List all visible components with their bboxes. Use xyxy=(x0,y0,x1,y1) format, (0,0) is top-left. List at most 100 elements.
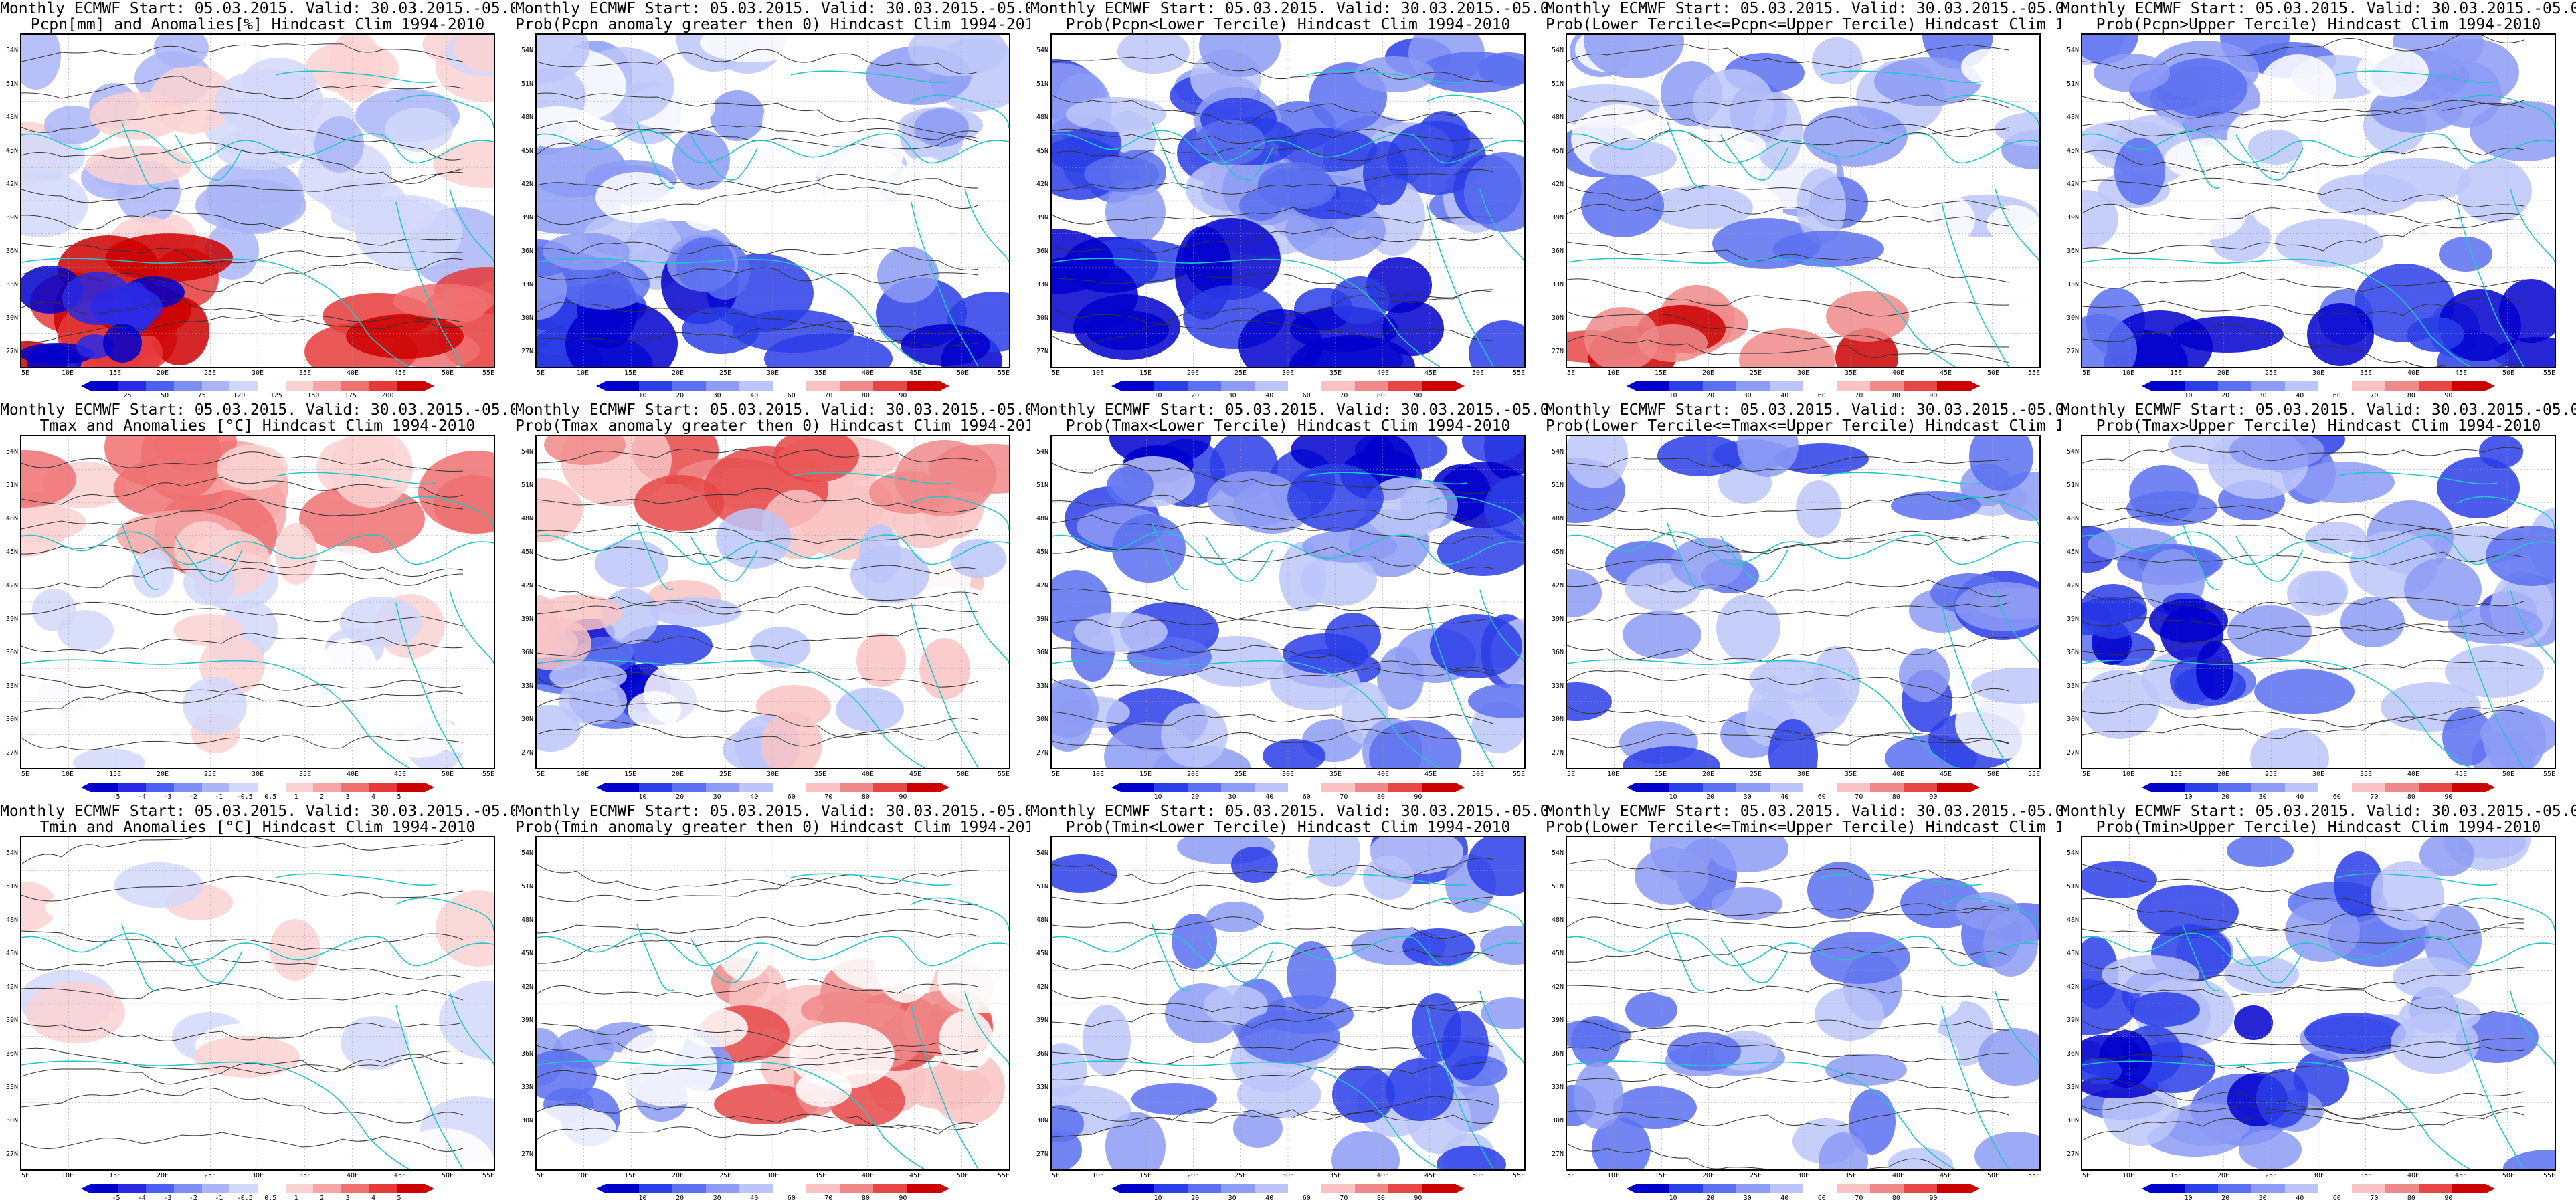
colorbar-ticks: -5 -4 -3 -2 -1 -0.5 0.5 1 2 3 4 5 xyxy=(90,1195,425,1203)
colorbar-tick-label: 4 xyxy=(371,1195,376,1202)
latitude-label: 42N xyxy=(1551,181,1564,188)
latitude-label: 27N xyxy=(1036,749,1048,757)
latitude-label: 33N xyxy=(2066,682,2079,690)
latitude-label: 27N xyxy=(5,749,18,757)
colorbar-segment xyxy=(1288,783,1322,792)
colorbar-segment xyxy=(397,783,426,792)
longitude-label: 10E xyxy=(2122,771,2135,778)
colorbar-segment xyxy=(639,783,673,792)
colorbar-arrow-low xyxy=(1627,381,1636,391)
shaded-region xyxy=(1231,847,1278,883)
latitude-label: 36N xyxy=(521,247,533,255)
shaded-region xyxy=(1478,52,1524,86)
contour-line xyxy=(2082,617,2524,637)
contour-line xyxy=(2082,502,2524,542)
longitude-axis: 5E 10E 15E 20E 25E 30E 35E 40E 45E 50E 55E xyxy=(20,1172,495,1181)
colorbar-segment xyxy=(313,381,342,391)
contour-line xyxy=(1052,1000,1494,1029)
colorbar xyxy=(1111,1184,1465,1193)
shaded-region xyxy=(270,919,320,981)
longitude-label: 35E xyxy=(298,1172,312,1179)
shaded-region xyxy=(1737,436,1799,477)
colorbar-arrow-low xyxy=(1627,1184,1636,1193)
longitude-label: 45E xyxy=(393,1172,407,1179)
longitude-label: 50E xyxy=(1987,1172,2000,1179)
colorbar-segment xyxy=(146,381,175,391)
coastline xyxy=(911,496,1009,530)
shaded-region xyxy=(1105,181,1166,243)
longitude-label: 10E xyxy=(576,1172,589,1179)
map-panel: Monthly ECMWF Start: 05.03.2015. Valid: … xyxy=(1030,803,1546,1204)
colorbar-tick-label: 30 xyxy=(2258,793,2267,801)
longitude-label: 20E xyxy=(1186,771,1200,778)
longitude-label: 25E xyxy=(203,369,217,377)
latitude-label: 54N xyxy=(521,849,533,857)
coastline xyxy=(21,932,494,967)
latitude-label: 42N xyxy=(5,582,18,589)
colorbar-tick-label: 30 xyxy=(1743,1195,1752,1202)
colorbar-segment xyxy=(1288,381,1322,391)
colorbar-tick-label: 60 xyxy=(1302,793,1311,801)
coastline xyxy=(1720,134,1788,181)
coastlines xyxy=(21,472,494,768)
colorbar-tick-label: 80 xyxy=(861,793,870,801)
colorbar-arrow-low xyxy=(596,1184,606,1193)
shaded-region xyxy=(1584,307,1659,367)
map-svg xyxy=(21,436,494,768)
shaded-region xyxy=(183,677,247,734)
colorbar-segment xyxy=(397,1184,426,1193)
longitude-label: 30E xyxy=(766,369,779,377)
colorbar xyxy=(2142,381,2495,391)
contour-lines xyxy=(537,864,979,1140)
colorbar-tick-label: 30 xyxy=(1743,392,1752,399)
colorbar-segment xyxy=(2419,381,2453,391)
panel-title-line1: Monthly ECMWF Start: 05.03.2015. Valid: … xyxy=(2061,401,2576,419)
shaded-region xyxy=(2287,571,2346,616)
colorbar-segment xyxy=(369,783,397,792)
contour-lines xyxy=(537,448,979,747)
shaded-region xyxy=(1279,542,1326,611)
longitude-label: 50E xyxy=(956,771,970,778)
contour-line xyxy=(1052,645,1494,672)
colorbar-tick-label: 30 xyxy=(1743,793,1752,801)
latitude-label: 42N xyxy=(521,582,533,589)
map-svg xyxy=(21,35,494,367)
longitude-label: 25E xyxy=(1234,1172,1247,1179)
colorbar-ticks: 10 20 30 40 60 70 80 90 xyxy=(606,1195,940,1203)
contour-line xyxy=(21,299,464,323)
longitude-label: 10E xyxy=(576,771,589,778)
colorbar-tick-label: 40 xyxy=(750,793,759,801)
longitude-label: 55E xyxy=(482,369,495,377)
shaded-region xyxy=(856,633,906,687)
longitude-label: 35E xyxy=(814,771,827,778)
contour-line xyxy=(2082,1078,2524,1119)
colorbar-tick-label: 70 xyxy=(824,1195,833,1202)
latitude-label: 54N xyxy=(2066,849,2079,857)
longitude-label: 25E xyxy=(719,1172,732,1179)
contour-line xyxy=(2082,297,2524,316)
shaded-region xyxy=(1671,538,1743,589)
latitude-label: 39N xyxy=(2066,214,2079,221)
longitude-label: 35E xyxy=(2359,1172,2373,1179)
colorbar-segment xyxy=(873,1184,907,1193)
longitude-label: 35E xyxy=(814,1172,827,1179)
shaded-region xyxy=(2340,597,2405,647)
coastline xyxy=(1941,603,2009,768)
latitude-label: 30N xyxy=(5,716,18,723)
latitude-label: 45N xyxy=(521,950,533,957)
coastline xyxy=(1305,472,1467,485)
colorbar-segment xyxy=(118,381,147,391)
colorbar-tick-label: 40 xyxy=(750,392,759,399)
longitude-label: 20E xyxy=(671,369,684,377)
longitude-label: 55E xyxy=(2027,771,2041,778)
latitude-label: 54N xyxy=(521,47,533,54)
colorbar-tick-label: 60 xyxy=(1817,1195,1826,1202)
shaded-field xyxy=(21,35,494,367)
colorbar-segment xyxy=(907,1184,941,1193)
contour-line xyxy=(537,302,979,335)
map-svg xyxy=(2082,35,2555,367)
colorbar xyxy=(81,381,434,391)
latitude-label: 39N xyxy=(5,1017,18,1024)
coastline xyxy=(1305,70,1467,84)
contour-line xyxy=(1567,1072,2009,1098)
